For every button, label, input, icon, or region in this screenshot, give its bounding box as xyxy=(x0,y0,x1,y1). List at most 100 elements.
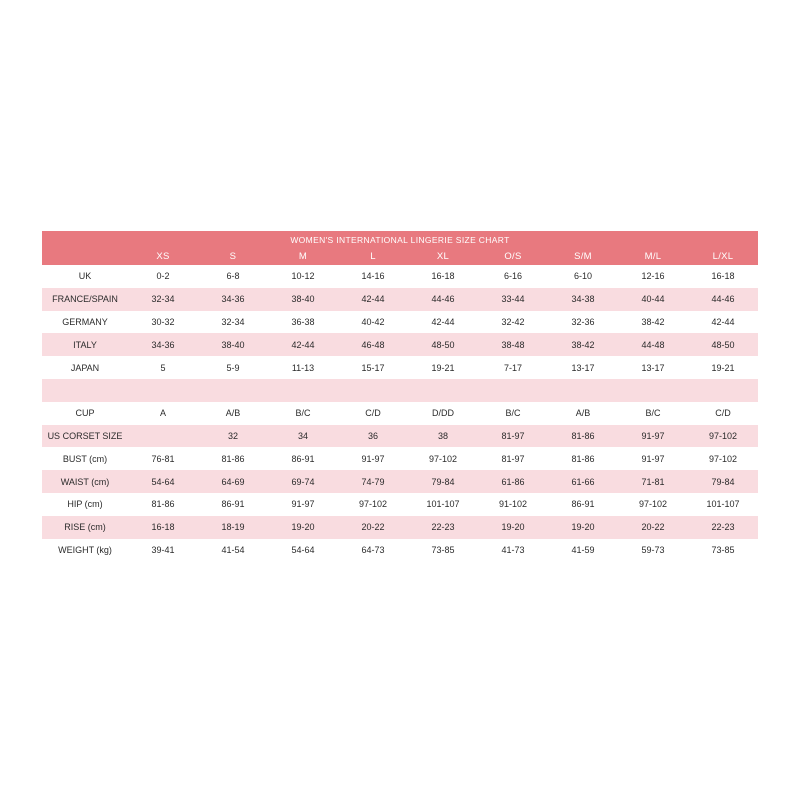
table-row: GERMANY 30-32 32-34 36-38 40-42 42-44 32-42 32-… xyxy=(42,310,758,334)
table-row: UK 0-2 6-8 10-12 14-16 16-18 6-16 6-10 12-16 16-1… xyxy=(42,265,758,288)
cell: 91-102 xyxy=(478,492,548,516)
cell: 19-20 xyxy=(548,515,618,539)
cell: 73-85 xyxy=(688,538,758,562)
cell: 32-42 xyxy=(478,310,548,334)
table-row: FRANCE/SPAIN 32-34 34-36 38-40 42-44 44-46 33-… xyxy=(42,287,758,311)
cell: 38-40 xyxy=(268,287,338,311)
row-label-uk: UK xyxy=(42,265,128,288)
cell: 86-91 xyxy=(198,492,268,516)
cell: 13-17 xyxy=(548,356,618,379)
cell: 19-21 xyxy=(408,356,478,379)
cell: 5 xyxy=(128,356,198,379)
cell: 38-48 xyxy=(478,333,548,357)
table-row: RISE (cm) 16-18 18-19 19-20 20-22 22-23 19-20 1… xyxy=(42,515,758,539)
cell: 48-50 xyxy=(408,333,478,357)
cell: A/B xyxy=(548,401,618,425)
table-row: ITALY 34-36 38-40 42-44 46-48 48-50 38-48 38-42… xyxy=(42,333,758,357)
cell: 101-107 xyxy=(688,492,758,516)
size-column-header-s-m: S/M xyxy=(548,248,618,265)
table-row: BUST (cm) 76-81 81-86 86-91 91-97 97-102 81-97… xyxy=(42,447,758,471)
header-corner-cell xyxy=(42,248,128,265)
cell: 18-19 xyxy=(198,515,268,539)
cell: 16-18 xyxy=(408,265,478,288)
cell: 81-86 xyxy=(548,424,618,448)
cell: 97-102 xyxy=(338,492,408,516)
cell: 79-84 xyxy=(688,470,758,493)
row-label-waist-cm: WAIST (cm) xyxy=(42,470,128,493)
cell: 42-44 xyxy=(338,287,408,311)
size-column-header-l: L xyxy=(338,248,408,265)
size-header-row: XS S M L XL O/S S/M M/L L/XL xyxy=(42,248,758,265)
cell: 91-97 xyxy=(338,447,408,471)
cell: 34-38 xyxy=(548,287,618,311)
cell: 46-48 xyxy=(338,333,408,357)
cell: 39-41 xyxy=(128,538,198,562)
cell: 64-69 xyxy=(198,470,268,493)
row-label-bust-cm: BUST (cm) xyxy=(42,447,128,471)
cell: 40-42 xyxy=(338,310,408,334)
cell: 61-66 xyxy=(548,470,618,493)
cell: 14-16 xyxy=(338,265,408,288)
cell: 91-97 xyxy=(618,424,688,448)
cell: 40-44 xyxy=(618,287,688,311)
cell: 71-81 xyxy=(618,470,688,493)
cell: 61-86 xyxy=(478,470,548,493)
cell: 101-107 xyxy=(408,492,478,516)
cell: 22-23 xyxy=(408,515,478,539)
cell: A/B xyxy=(198,401,268,425)
size-column-header-m: M xyxy=(268,248,338,265)
cell: 79-84 xyxy=(408,470,478,493)
cell: 34-36 xyxy=(128,333,198,357)
cell: 36 xyxy=(338,424,408,448)
table-row: US CORSET SIZE 32 34 36 38 81-97 81-86 91-97 97-… xyxy=(42,424,758,448)
table-row: WEIGHT (kg) 39-41 41-54 54-64 64-73 73-85 41-7… xyxy=(42,538,758,562)
size-column-header-m-l: M/L xyxy=(618,248,688,265)
cell: 48-50 xyxy=(688,333,758,357)
cell: 91-97 xyxy=(268,492,338,516)
cell: 15-17 xyxy=(338,356,408,379)
row-label-italy: ITALY xyxy=(42,333,128,357)
cell: A xyxy=(128,401,198,425)
row-label-rise-cm: RISE (cm) xyxy=(42,515,128,539)
cell: 42-44 xyxy=(688,310,758,334)
cell: 74-79 xyxy=(338,470,408,493)
cell: 38 xyxy=(408,424,478,448)
cell: 41-54 xyxy=(198,538,268,562)
cell: 44-48 xyxy=(618,333,688,357)
chart-title-row: WOMEN'S INTERNATIONAL LINGERIE SIZE CHAR… xyxy=(42,231,758,248)
cell: 32 xyxy=(198,424,268,448)
cell: 32-36 xyxy=(548,310,618,334)
cell: 97-102 xyxy=(688,447,758,471)
cell: 22-23 xyxy=(688,515,758,539)
cell: 38-42 xyxy=(548,333,618,357)
spacer-row xyxy=(42,378,758,402)
cell: 13-17 xyxy=(618,356,688,379)
cell: 69-74 xyxy=(268,470,338,493)
cell: 16-18 xyxy=(688,265,758,288)
cell: 38-42 xyxy=(618,310,688,334)
cell: 0-2 xyxy=(128,265,198,288)
cell: 76-81 xyxy=(128,447,198,471)
cell: B/C xyxy=(478,401,548,425)
cell: B/C xyxy=(268,401,338,425)
cell: 81-86 xyxy=(128,492,198,516)
size-column-header-xs: XS xyxy=(128,248,198,265)
cell: 30-32 xyxy=(128,310,198,334)
cell: 97-102 xyxy=(688,424,758,448)
cell: 64-73 xyxy=(338,538,408,562)
cell: 41-59 xyxy=(548,538,618,562)
cell: 16-18 xyxy=(128,515,198,539)
cell: 5-9 xyxy=(198,356,268,379)
size-column-header-o-s: O/S xyxy=(478,248,548,265)
cell: 10-12 xyxy=(268,265,338,288)
chart-body: UK 0-2 6-8 10-12 14-16 16-18 6-16 6-10 12-16 16-1… xyxy=(42,265,758,562)
cell: 86-91 xyxy=(268,447,338,471)
cell: 34 xyxy=(268,424,338,448)
row-label-cup: CUP xyxy=(42,401,128,425)
table-row: JAPAN 5 5-9 11-13 15-17 19-21 7-17 13-17 13-17 19… xyxy=(42,356,758,379)
size-chart-container: WOMEN'S INTERNATIONAL LINGERIE SIZE CHAR… xyxy=(42,231,758,572)
table-row: HIP (cm) 81-86 86-91 91-97 97-102 101-107 91-1… xyxy=(42,492,758,516)
chart-title: WOMEN'S INTERNATIONAL LINGERIE SIZE CHAR… xyxy=(42,231,758,248)
cell: 91-97 xyxy=(618,447,688,471)
row-label-france-spain: FRANCE/SPAIN xyxy=(42,287,128,311)
